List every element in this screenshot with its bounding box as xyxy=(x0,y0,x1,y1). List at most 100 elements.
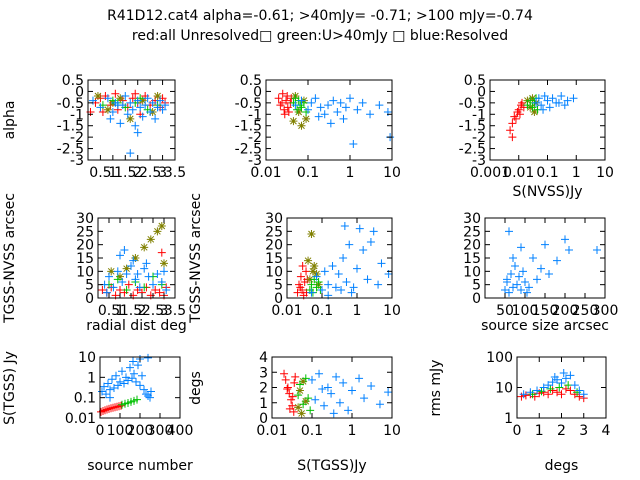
x-axis-label: radial dist deg xyxy=(86,318,186,334)
data-point xyxy=(539,105,548,114)
data-point xyxy=(307,98,316,107)
x-tick-label: 0.5 xyxy=(98,303,120,319)
data-point xyxy=(296,283,305,292)
data-point xyxy=(548,378,557,387)
x-tick-label: 400 xyxy=(167,423,194,439)
data-point xyxy=(515,272,523,281)
data-point xyxy=(280,369,289,378)
y-tick-label: 25 xyxy=(265,224,283,240)
x-tick-label: 10 xyxy=(383,423,401,439)
y-tick-label: 3 xyxy=(259,365,268,381)
data-point xyxy=(109,403,117,412)
data-point xyxy=(142,390,150,399)
data-point xyxy=(511,262,519,270)
data-point xyxy=(314,278,323,286)
data-point xyxy=(334,270,343,278)
data-point xyxy=(555,383,564,392)
data-point xyxy=(327,389,336,398)
data-point xyxy=(157,248,166,257)
data-point xyxy=(162,286,171,294)
x-tick-label: 0.1 xyxy=(297,165,319,181)
data-point xyxy=(565,246,573,254)
y-tick-label: 15 xyxy=(463,251,481,267)
data-point xyxy=(328,262,337,270)
data-point xyxy=(299,377,308,386)
data-point xyxy=(151,114,160,123)
y-tick-label: 30 xyxy=(265,211,283,227)
data-point xyxy=(508,119,517,128)
series-blue xyxy=(100,246,171,297)
data-point xyxy=(374,280,383,289)
data-point xyxy=(118,367,126,376)
y-tick-label: 0.5 xyxy=(464,73,486,89)
y-tick-label: -0.5 xyxy=(459,96,486,112)
x-tick-label: 3 xyxy=(160,303,169,319)
data-point xyxy=(105,404,113,413)
data-point xyxy=(130,369,138,378)
y-tick-label: 0 xyxy=(85,291,94,307)
y-tick-label: 0 xyxy=(253,84,262,100)
data-point xyxy=(533,386,542,395)
data-point xyxy=(339,114,348,123)
data-point xyxy=(151,286,160,294)
data-point xyxy=(563,96,572,105)
x-tick-label: 1.5 xyxy=(114,165,136,181)
data-point xyxy=(157,222,166,230)
data-point xyxy=(108,108,117,116)
y-axis-label: degs xyxy=(188,371,204,405)
data-point xyxy=(120,246,129,254)
x-tick-label: 100 xyxy=(512,303,539,319)
y-tick-label: 1 xyxy=(259,396,268,412)
data-point xyxy=(550,373,559,382)
data-point xyxy=(355,374,364,383)
x-tick-label: 3.5 xyxy=(164,303,186,319)
data-point xyxy=(340,222,349,230)
data-point xyxy=(127,262,135,270)
y-tick-label: 10 xyxy=(463,264,481,280)
y-tick-label: -1.5 xyxy=(459,119,486,135)
x-tick-label: 0.5 xyxy=(89,165,111,181)
data-point xyxy=(133,395,141,404)
data-point xyxy=(559,368,568,377)
data-point xyxy=(377,259,386,268)
y-tick-label: 15 xyxy=(76,251,94,267)
data-point xyxy=(131,89,140,98)
data-point xyxy=(102,390,110,399)
data-point xyxy=(514,105,523,114)
y-tick-label: 100 xyxy=(486,350,513,366)
data-point xyxy=(311,395,320,404)
data-point xyxy=(548,94,557,103)
data-point xyxy=(593,246,601,254)
data-point xyxy=(523,288,531,297)
data-point xyxy=(513,280,521,289)
data-point xyxy=(503,275,511,284)
y-axis-label: TGSS-NVSS arcsec xyxy=(2,193,18,324)
data-point xyxy=(138,96,147,105)
data-point xyxy=(113,275,122,284)
data-point xyxy=(575,386,584,395)
data-point xyxy=(360,394,369,403)
data-point xyxy=(561,235,569,244)
y-tick-label: -2.5 xyxy=(57,142,84,158)
data-point xyxy=(564,381,573,390)
data-point xyxy=(545,270,553,278)
data-point xyxy=(282,96,291,105)
data-point xyxy=(156,96,165,105)
data-point xyxy=(103,105,112,114)
data-point xyxy=(359,246,368,254)
data-point xyxy=(138,112,147,121)
data-point xyxy=(557,379,566,388)
y-tick-label: 10 xyxy=(495,381,513,397)
plot-frame xyxy=(484,217,606,299)
plot-frame xyxy=(489,79,606,161)
y-tick-label: -2.5 xyxy=(235,142,262,158)
data-point xyxy=(126,114,135,123)
data-point xyxy=(141,101,150,110)
data-point xyxy=(304,394,313,403)
x-tick-label: 10 xyxy=(383,165,401,181)
data-point xyxy=(133,128,142,137)
data-point xyxy=(557,390,566,399)
x-tick-label: 1 xyxy=(353,303,362,319)
data-point xyxy=(297,409,306,418)
